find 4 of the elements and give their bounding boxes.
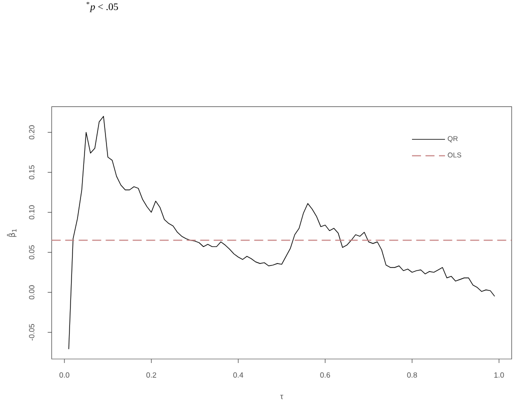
y-axis-title: β̂$_{1}$ — [6, 229, 16, 237]
text: $^{*}$p < .05 — [86, 2, 118, 12]
x-axis-title: τ — [280, 394, 284, 400]
line-series — [68, 116, 496, 350]
